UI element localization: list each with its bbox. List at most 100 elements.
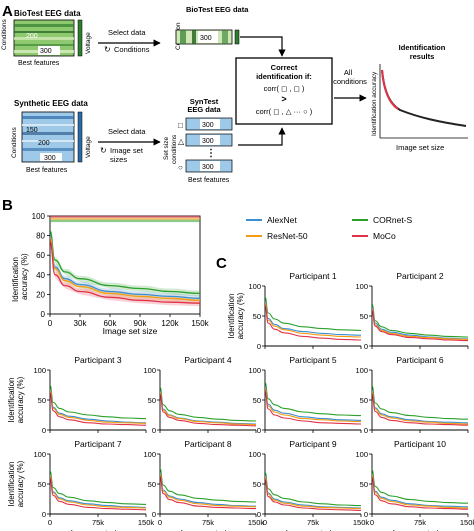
panel-b-series-resnet-50 [49, 236, 201, 301]
panel-c-series-line [371, 385, 469, 420]
panel-b-xtick-label: 30k [74, 319, 88, 328]
panel-c-series-line [371, 393, 469, 426]
panel-c-series-line [49, 392, 147, 426]
results-mini-curve-start [381, 69, 399, 110]
image-set-sizes-label: sizes [110, 155, 127, 164]
refresh-icon-2: ↻ [100, 146, 107, 155]
panel-b-letter: B [2, 197, 13, 214]
panel-c-subplot: Participant 6 0 50 100 [355, 355, 469, 435]
panel-c-series-line [159, 473, 257, 508]
correct-title-2: identification if: [256, 72, 312, 81]
panel-c-series-line [159, 467, 257, 503]
panel-c-subplot: Participant 1 0 50 100 [248, 271, 362, 351]
panel-c-ytick-label: 100 [355, 282, 368, 291]
panel-c-xtick-label: 75k [92, 518, 104, 527]
panel-c-subplot: Participant 5 0 50 100 [248, 355, 362, 435]
refresh-icon: ↻ [104, 45, 111, 54]
panel-c-ytick-label: 50 [148, 480, 156, 489]
panel-c-ytick-label: 50 [253, 396, 261, 405]
panel-c-participant-title: Participant 10 [394, 439, 446, 449]
panel-b-ytick-label: 20 [36, 290, 45, 299]
panel-c-xtick-label: 150k [138, 518, 155, 527]
set-size-label: Set size [163, 136, 170, 160]
syntest-300-a: 300 [202, 122, 214, 129]
panel-c-ytick-label: 100 [33, 366, 46, 375]
panel-c-series-line [264, 478, 362, 511]
panel-c-ytick-label: 50 [38, 480, 46, 489]
panel-c-series-line [49, 475, 147, 509]
panel-c-subplot: Participant 9 0 50 100 0 75k 150k Image set siz… [248, 439, 369, 531]
panel-c-xtick-label: 150k [460, 518, 474, 527]
select-data-2: Select data [108, 127, 146, 136]
panel-c-ytick-label: 100 [355, 366, 368, 375]
panel-c-ylabel-1: Identification [7, 378, 16, 423]
panel-c-series-line [49, 470, 147, 505]
panel-c-series-line [371, 473, 469, 508]
panel-c-ytick-label: 100 [355, 450, 368, 459]
panel-c-series-line [49, 473, 147, 508]
all-label: All [344, 68, 353, 77]
panel-b-xtick-label: 150k [191, 319, 209, 328]
results-xlabel: Image set size [396, 143, 444, 152]
panel-b-ceiling-line [50, 219, 200, 223]
synthetic-tick-200: 200 [38, 140, 50, 147]
biotest-tick-200: 200 [26, 33, 38, 40]
panel-c-series-line [371, 469, 469, 504]
legend-label-cornet: CORnet-S [373, 215, 413, 225]
circle-symbol: ○ [178, 163, 183, 172]
synthetic-heatmap [21, 111, 75, 163]
panel-b-xtick-label: 0 [48, 319, 53, 328]
panel-b-ceiling-line [50, 217, 200, 221]
syntest-subtitle: EEG data [187, 105, 221, 114]
panel-c-participant-title: Participant 8 [184, 439, 232, 449]
legend: AlexNet CORnet-S ResNet-50 MoCo [246, 215, 413, 241]
panel-b-series-moco [49, 240, 201, 304]
panel-c-series-line [264, 476, 362, 510]
panel-c-ylabel-2: accuracy (%) [16, 460, 25, 507]
panel-c-subplot: Participant 7 0 50 100 0 75k 150k Image set siz… [33, 439, 154, 531]
square-symbol: □ [178, 121, 183, 130]
panel-c-series-line [264, 475, 362, 509]
panel-b-series-cornet-s [49, 230, 201, 295]
panel-c-ytick-label: 100 [248, 450, 261, 459]
syntest-dots: ⋮ [206, 148, 216, 159]
arrow-biotest-to-correct [240, 36, 286, 57]
panel-c-subplot: Participant 3 0 50 100 [33, 355, 147, 435]
results-title-2: results [410, 52, 435, 61]
panel-b-xtick-label: 90k [134, 319, 148, 328]
panel-c-ytick-label: 0 [152, 510, 156, 519]
panel-b-series-alexnet [49, 234, 201, 299]
panel-c-ytick-label: 0 [42, 510, 46, 519]
panel-c-series-line [371, 391, 469, 425]
panel-b-ytick-label: 60 [36, 251, 45, 260]
panel-c-xlabel: Image set size [71, 528, 126, 531]
syntest-best-features: Best features [188, 177, 230, 184]
panel-c-series-line [49, 389, 147, 424]
biotest-conditions-label: Conditions [1, 19, 8, 50]
panel-c-ytick-label: 100 [248, 366, 261, 375]
panel-c-series-line [371, 306, 469, 340]
panel-b-xlabel: Image set size [103, 326, 158, 336]
panel-c-series-line [264, 304, 362, 341]
panel-c-participant-title: Participant 3 [74, 355, 122, 365]
panel-b-ylabel-2: accuracy (%) [20, 253, 29, 300]
panel-c-ytick-label: 50 [38, 396, 46, 405]
correct-identification-box [235, 57, 333, 125]
select-data-1: Select data [108, 28, 146, 37]
panel-c-ytick-label: 100 [248, 282, 261, 291]
panel-b-band-alexnet [50, 232, 200, 302]
panel-c-participant-title: Participant 7 [74, 439, 122, 449]
synthetic-voltage-label: Voltage [85, 136, 92, 158]
biotest-tick-300: 300 [40, 48, 52, 55]
panel-c-xtick-label: 0 [370, 518, 374, 527]
panel-c-ytick-label: 0 [42, 426, 46, 435]
panel-c-xlabel: Image set size [286, 528, 341, 531]
panel-c-ytick-label: 0 [364, 342, 368, 351]
panel-c-letter: C [216, 255, 227, 272]
panel-c-xtick-label: 75k [414, 518, 426, 527]
synthetic-best-features: Best features [26, 167, 68, 174]
panel-c-ytick-label: 0 [257, 426, 261, 435]
panel-c-ytick-label: 50 [360, 312, 368, 321]
